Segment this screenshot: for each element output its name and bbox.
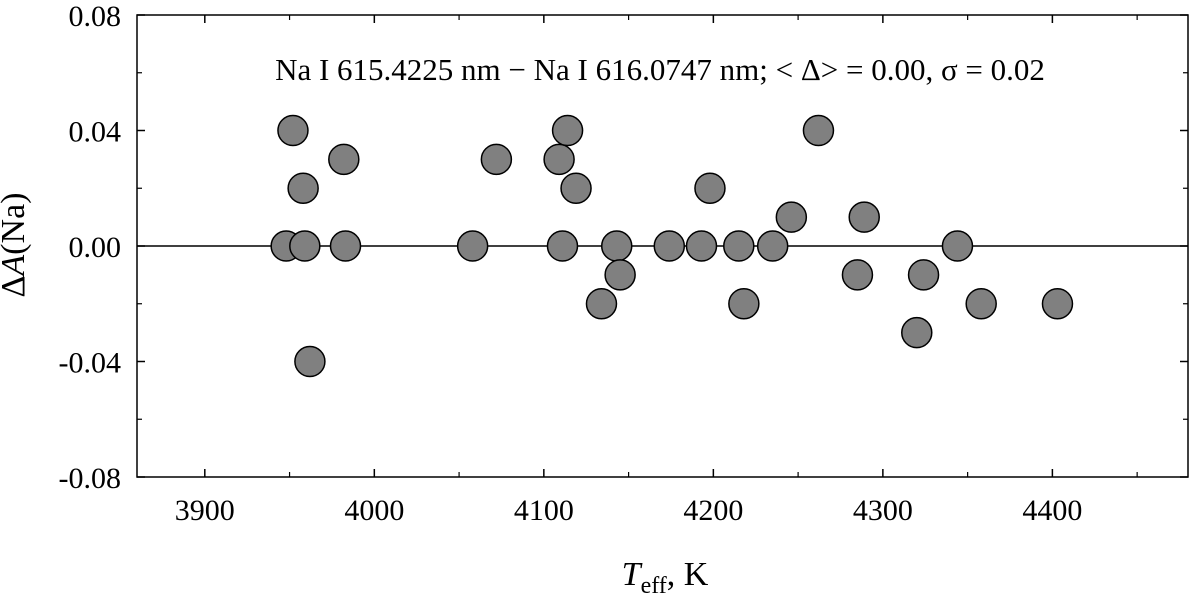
x-tick-label: 3900 [175,494,235,527]
data-point [604,259,636,291]
data-point [585,288,618,320]
data-point [901,316,933,349]
x-axis-title-main: T [622,556,643,593]
data-point [723,230,755,262]
y-tick-label: -0.08 [59,462,122,495]
y-axis-title-suffix: (Na) [0,193,32,255]
y-tick-label: 0.00 [69,231,122,264]
data-point [600,230,633,262]
data-point [685,230,718,262]
data-point [287,172,319,204]
data-point [546,230,579,262]
x-tick-label: 4200 [683,494,743,527]
chart-annotation: Na I 615.4225 nm − Na I 616.0747 nm; < Δ… [275,52,1045,87]
y-axis-title-prefix: Δ [0,276,32,298]
data-point [277,114,309,147]
data-point [1041,288,1074,320]
data-point [543,143,575,176]
data-point [941,230,974,262]
x-axis-title: Teff, K [622,556,709,594]
data-point [965,288,997,320]
data-point [653,230,686,262]
data-point [841,259,874,291]
x-tick-label: 4400 [1022,494,1082,527]
plot-frame [136,14,1189,478]
x-axis-title-subscript: eff [641,573,667,594]
data-point [480,143,513,176]
data-point [694,172,726,204]
data-point [328,143,360,176]
x-tick-label: 4000 [344,494,404,527]
data-point [775,201,808,233]
x-tick-label: 4100 [514,494,574,527]
x-axis-title-suffix: , K [667,556,709,593]
data-point [551,114,584,147]
data-point [560,172,592,204]
y-axis-title-italic: A [0,255,32,278]
data-point [456,230,489,262]
data-point [848,201,880,233]
x-tick-label: 4300 [853,494,913,527]
data-point [294,345,326,378]
y-tick-label: -0.04 [59,347,122,380]
y-tick-label: 0.04 [69,116,122,149]
data-point [289,230,321,262]
data-points [270,114,1074,378]
y-tick-label: 0.08 [69,0,122,33]
data-point [907,259,940,291]
data-point [329,230,362,262]
y-axis-title: ΔA(Na) [0,193,32,298]
data-point [728,288,760,320]
data-point [802,114,835,147]
data-point [756,230,789,262]
tick-labels: 3900 4000 4100 4200 4300 4400 -0.08 -0.04 0.00 0.… [59,0,1083,527]
